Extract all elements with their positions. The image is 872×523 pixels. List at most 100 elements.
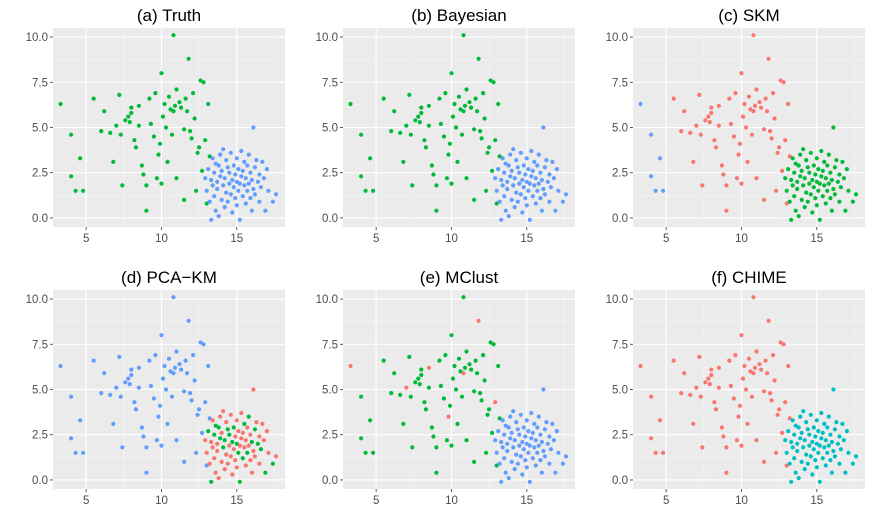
x-tick-label: 5 xyxy=(663,495,669,507)
data-point xyxy=(257,172,262,177)
data-point xyxy=(505,179,510,184)
data-point xyxy=(542,427,548,432)
data-point xyxy=(206,363,211,369)
data-point xyxy=(506,214,511,219)
data-point xyxy=(820,430,825,435)
data-point xyxy=(251,387,256,392)
data-point xyxy=(224,420,229,425)
data-point xyxy=(787,416,792,421)
data-point xyxy=(81,450,86,455)
data-point xyxy=(517,181,522,186)
data-point xyxy=(713,145,719,150)
data-point xyxy=(521,185,526,190)
data-point xyxy=(371,450,376,455)
data-point xyxy=(490,168,495,173)
data-point xyxy=(521,163,526,168)
data-point xyxy=(449,333,454,338)
data-point xyxy=(497,461,502,466)
data-point xyxy=(447,141,453,146)
y-tick-label: 10.0 xyxy=(316,32,338,44)
y-tick-label: 2.5 xyxy=(322,168,338,180)
data-point xyxy=(237,443,242,448)
data-point xyxy=(111,421,116,426)
data-point xyxy=(763,96,768,101)
data-point xyxy=(151,396,156,401)
data-point xyxy=(721,172,726,177)
data-point xyxy=(147,96,152,101)
panel-title: (c) SKM xyxy=(718,6,779,25)
data-point xyxy=(783,438,788,443)
y-tick-label: 10.0 xyxy=(606,294,628,306)
data-point xyxy=(805,461,810,466)
data-point xyxy=(786,101,791,107)
data-point xyxy=(496,101,501,107)
data-point xyxy=(437,358,442,363)
x-tick-label: 10 xyxy=(735,233,748,245)
data-point xyxy=(169,132,175,137)
data-point xyxy=(804,420,809,425)
data-point xyxy=(505,448,510,454)
data-point xyxy=(245,163,250,168)
data-point xyxy=(478,129,483,134)
y-tick-label: 2.5 xyxy=(322,430,338,442)
data-point xyxy=(246,152,251,157)
data-point xyxy=(694,123,699,128)
data-point xyxy=(728,383,734,388)
data-point xyxy=(246,443,251,448)
data-point xyxy=(829,177,835,183)
data-point xyxy=(120,183,125,188)
data-point xyxy=(242,421,247,426)
data-point xyxy=(408,132,413,137)
data-point xyxy=(740,376,746,381)
data-point xyxy=(228,150,233,155)
data-point xyxy=(521,447,526,452)
data-point xyxy=(273,192,279,197)
data-point xyxy=(700,445,705,450)
data-point xyxy=(359,132,364,137)
data-point xyxy=(831,387,836,392)
data-point xyxy=(478,391,483,396)
data-point xyxy=(429,425,434,430)
data-point xyxy=(227,170,232,175)
data-point xyxy=(497,154,502,159)
data-point xyxy=(249,470,254,475)
y-tick-label: 7.5 xyxy=(322,339,338,351)
data-point xyxy=(694,385,699,390)
data-point xyxy=(757,362,762,367)
data-point xyxy=(392,371,397,376)
data-point xyxy=(233,172,238,177)
data-point xyxy=(751,295,756,300)
data-point xyxy=(479,398,484,403)
data-point xyxy=(206,429,211,434)
data-point xyxy=(221,147,226,152)
data-point xyxy=(179,105,184,110)
data-point xyxy=(532,183,537,188)
data-point xyxy=(212,194,217,199)
data-point xyxy=(768,129,773,134)
data-point xyxy=(472,197,477,202)
data-point xyxy=(494,188,499,193)
data-point xyxy=(410,445,415,450)
data-point xyxy=(236,450,241,455)
x-tick-label: 5 xyxy=(83,233,89,245)
data-point xyxy=(222,205,227,210)
data-point xyxy=(260,159,265,164)
data-point xyxy=(544,420,549,425)
data-point xyxy=(182,389,187,394)
data-point xyxy=(502,432,507,437)
data-point xyxy=(201,342,206,347)
data-point xyxy=(752,365,758,370)
data-point xyxy=(653,188,658,193)
data-point xyxy=(231,447,236,452)
data-point xyxy=(472,459,477,464)
data-point xyxy=(688,392,693,397)
data-point xyxy=(108,392,113,397)
data-point xyxy=(511,445,516,450)
data-point xyxy=(746,94,752,99)
data-point xyxy=(835,179,841,184)
data-point xyxy=(120,445,125,450)
data-point xyxy=(258,185,263,190)
data-point xyxy=(461,109,466,114)
data-point xyxy=(547,461,552,466)
